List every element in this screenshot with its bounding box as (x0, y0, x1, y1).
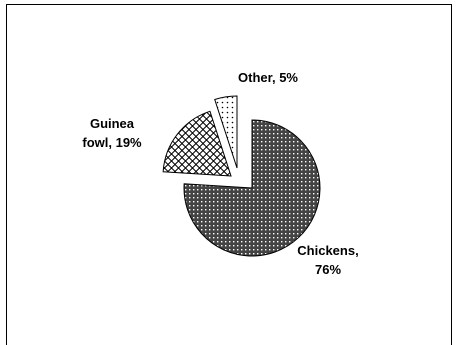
pie-slice-other (214, 95, 238, 169)
data-label-other: Other, 5% (238, 70, 298, 85)
pie-slice-chickens (183, 119, 321, 257)
data-label-chickens: Chickens, 76% (297, 243, 358, 277)
data-label-guinea-fowl: Guinea fowl, 19% (82, 116, 142, 150)
pie-slice-guinea-fowl (162, 110, 232, 177)
